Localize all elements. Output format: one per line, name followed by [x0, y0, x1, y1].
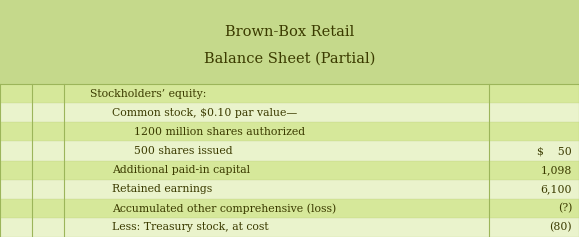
Bar	[0, 180, 579, 199]
Text: 1200 million shares authorized: 1200 million shares authorized	[134, 127, 305, 137]
Bar	[0, 218, 579, 237]
Text: Balance Sheet (Partial): Balance Sheet (Partial)	[204, 52, 375, 66]
Bar	[0, 84, 579, 103]
Text: (80): (80)	[549, 222, 572, 232]
Text: 6,100: 6,100	[541, 184, 572, 194]
Text: Less: Treasury stock, at cost: Less: Treasury stock, at cost	[112, 223, 269, 232]
Text: $    50: $ 50	[537, 146, 572, 156]
Text: Additional paid-in capital: Additional paid-in capital	[112, 165, 250, 175]
Bar	[0, 103, 579, 122]
Text: 500 shares issued: 500 shares issued	[134, 146, 232, 156]
Text: Common stock, $0.10 par value—: Common stock, $0.10 par value—	[112, 108, 297, 118]
Bar	[0, 199, 579, 218]
Bar	[0, 161, 579, 180]
Text: (?): (?)	[558, 203, 572, 214]
Bar	[0, 141, 579, 161]
Text: Retained earnings: Retained earnings	[112, 184, 212, 194]
Text: Stockholders’ equity:: Stockholders’ equity:	[90, 89, 206, 99]
Bar	[0, 122, 579, 141]
Text: Brown-Box Retail: Brown-Box Retail	[225, 25, 354, 39]
Text: Accumulated other comprehensive (loss): Accumulated other comprehensive (loss)	[112, 203, 336, 214]
Text: 1,098: 1,098	[541, 165, 572, 175]
